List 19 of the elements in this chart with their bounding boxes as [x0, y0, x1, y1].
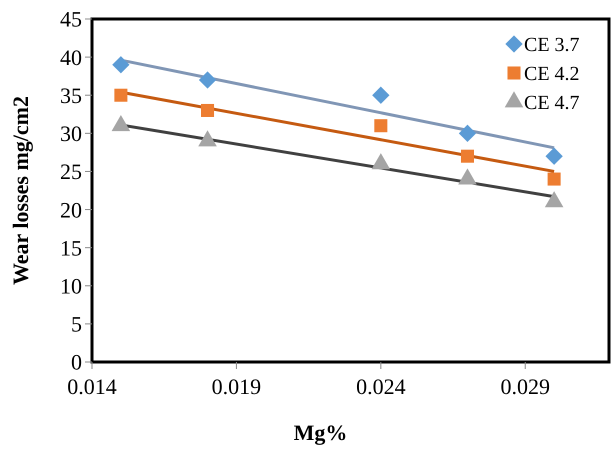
y-tick-label: 35: [60, 82, 82, 108]
x-tick-label: 0.014: [67, 374, 117, 399]
y-axis-title: Wear losses mg/cm2: [8, 96, 33, 286]
y-tick-label: 40: [60, 44, 82, 70]
legend-label: CE 4.2: [524, 63, 580, 85]
legend-label: CE 4.7: [524, 92, 580, 114]
legend-label: CE 3.7: [524, 34, 580, 56]
x-tick-label: 0.029: [500, 374, 550, 399]
y-tick-label: 5: [71, 312, 82, 337]
x-tick-label: 0.024: [356, 374, 406, 399]
y-tick-label: 45: [60, 6, 82, 32]
x-tick-label: 0.019: [212, 374, 262, 399]
y-tick-label: 0: [71, 350, 82, 375]
y-tick-label: 25: [60, 159, 82, 184]
y-tick-label: 30: [60, 121, 82, 146]
y-tick-label: 20: [60, 197, 82, 222]
y-tick-label: 15: [60, 235, 82, 260]
y-tick-label: 10: [60, 273, 82, 298]
x-axis-title: Mg%: [294, 420, 348, 445]
